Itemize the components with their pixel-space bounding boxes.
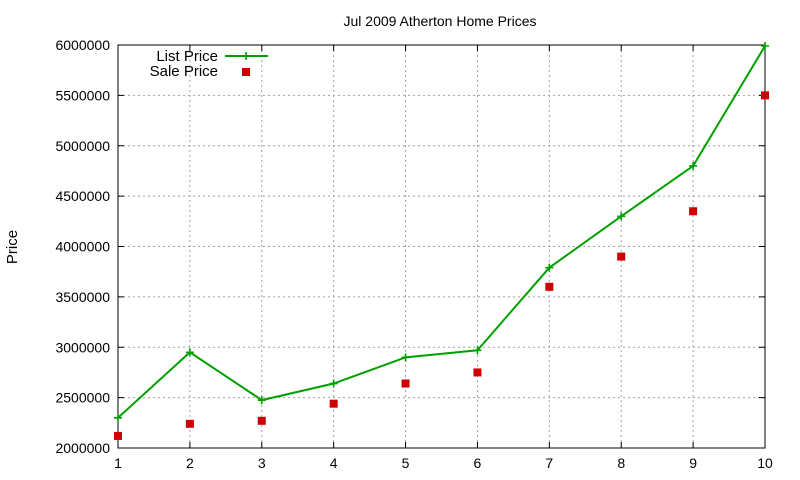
x-tick-label: 1 (114, 455, 122, 471)
legend-label-sale-price: Sale Price (150, 63, 218, 80)
legend-marker-sale-price (242, 68, 250, 76)
sale-price-point (545, 282, 554, 291)
y-tick-label: 6000000 (55, 37, 110, 53)
sale-price-point (114, 431, 122, 440)
x-tick-label: 9 (689, 455, 697, 471)
list-price-point (689, 161, 698, 170)
y-tick-label: 2500000 (55, 390, 110, 406)
plot-frame (117, 44, 766, 449)
y-tick-label: 5000000 (55, 138, 110, 154)
list-price-point (185, 348, 194, 357)
x-tick-label: 7 (545, 455, 553, 471)
list-price-point (257, 396, 266, 405)
tick-labels: 1 2 3 4 5 6 7 8 9 10 2000000 2500000 3000000 3500000 4… (55, 37, 773, 471)
list-price-point (114, 413, 122, 422)
x-tick-label: 2 (186, 455, 194, 471)
sale-price-point (257, 416, 266, 425)
y-tick-label: 3000000 (55, 339, 110, 355)
y-tick-label: 4500000 (55, 188, 110, 204)
list-price-point (329, 379, 338, 388)
axis-ticks (117, 44, 766, 449)
x-tick-label: 8 (617, 455, 625, 471)
y-tick-label: 3500000 (55, 289, 110, 305)
y-tick-label: 5500000 (55, 87, 110, 103)
list-price-point (473, 346, 482, 355)
y-tick-label: 2000000 (55, 440, 110, 456)
list-price-point (761, 42, 769, 51)
sale-price-point (329, 399, 338, 408)
y-tick-label: 4000000 (55, 239, 110, 255)
x-tick-label: 6 (474, 455, 482, 471)
grid (118, 45, 765, 448)
x-tick-label: 4 (330, 455, 338, 471)
x-tick-label: 5 (402, 455, 410, 471)
sale-price-point (617, 252, 626, 261)
sale-price-point (761, 91, 769, 100)
list-price-point (545, 263, 554, 272)
x-tick-label: 10 (757, 455, 773, 471)
x-tick-label: 3 (258, 455, 266, 471)
sale-price-point (689, 207, 698, 216)
sale-price-point (401, 379, 410, 388)
legend-label-list-price: List Price (156, 48, 218, 65)
sale-price-point (185, 419, 194, 428)
series-line-list-price (117, 45, 766, 419)
series-layer (114, 42, 769, 440)
legend-marker-list-price (242, 52, 250, 60)
list-price-point (617, 212, 626, 221)
chart-title: Jul 2009 Atherton Home Prices (344, 13, 537, 29)
y-axis-label: Price (4, 230, 21, 264)
sale-price-point (473, 368, 482, 377)
list-price-point (401, 353, 410, 362)
